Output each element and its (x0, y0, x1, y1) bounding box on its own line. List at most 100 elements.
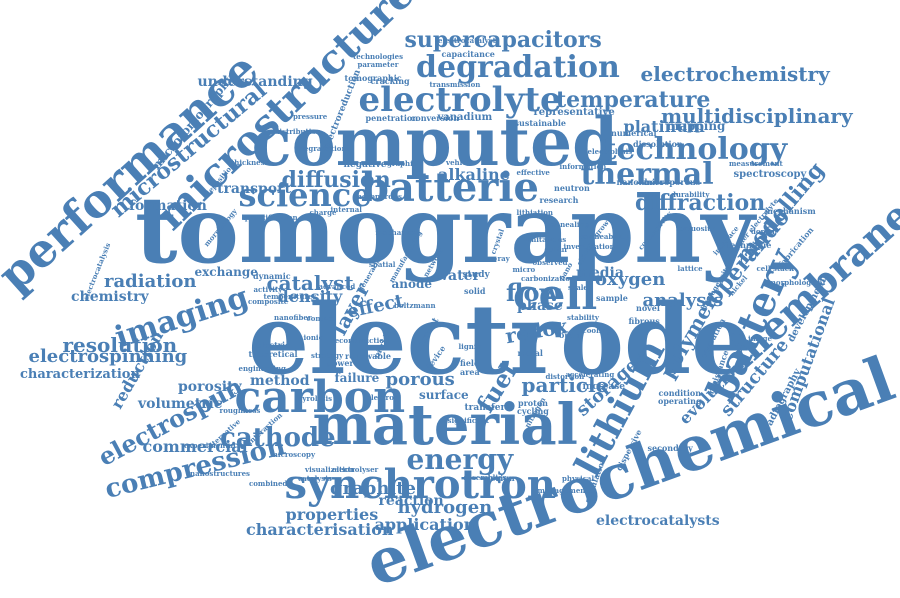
cloud-word-nanostructures: nanostructures (190, 468, 251, 478)
cloud-word-degradations: degradations (299, 143, 351, 153)
cloud-word-properties: properties (285, 505, 379, 524)
cloud-word-carbonization: carbonization (521, 273, 575, 283)
cloud-word-study: study (462, 269, 490, 280)
cloud-word-boltzmann: boltzmann (394, 300, 436, 310)
cloud-word-spatial: spatial (369, 259, 396, 269)
cloud-word-tomographic: tomographic (344, 73, 402, 83)
cloud-word-electrochemistry: electrochemistry (640, 62, 830, 86)
cloud-word-micro: micro (512, 264, 536, 274)
cloud-word-nanofiber: nanofiber (274, 312, 312, 322)
cloud-word-observed: observed (532, 257, 568, 267)
cloud-word-renewable: renewable (345, 351, 392, 361)
cloud-word-contact: contact (306, 313, 336, 323)
cloud-word-annealing: annealing (550, 219, 590, 229)
cloud-word-research: research (539, 195, 579, 205)
cloud-word-resolution: resolution (62, 333, 178, 357)
cloud-word-microscopy: microscopy (270, 449, 316, 459)
cloud-word-experimental: experimental (184, 440, 236, 450)
cloud-word-doped: doped (751, 226, 775, 236)
cloud-word-electrospinning: electrospinning (28, 346, 188, 367)
cloud-word-increase: increase (582, 381, 626, 392)
cloud-word-application: application (374, 515, 476, 534)
cloud-word-transfer: transfer (464, 402, 506, 413)
cloud-word-sample: sample (596, 293, 628, 303)
cloud-word-penetration: penetration (365, 113, 419, 123)
cloud-word-mesoporous: mesoporous (354, 191, 402, 201)
cloud-word-internal: internal (330, 204, 362, 214)
cloud-word-water: water (436, 268, 480, 284)
cloud-word-condition: condition (658, 388, 702, 398)
cloud-word-representative: representative (533, 107, 615, 118)
cloud-word-strategy: strategy (311, 350, 344, 360)
cloud-word-hydrogen: hydrogen (397, 497, 493, 518)
cloud-word-cycling: cycling (517, 406, 549, 416)
cloud-word-electrode: electrode (248, 283, 753, 396)
cloud-word-technique: technique (726, 240, 772, 250)
cloud-word-operating: operating (658, 396, 702, 406)
cloud-word-quantification: quantification (242, 212, 298, 222)
cloud-word-cathode: cathode (220, 423, 336, 453)
cloud-word-scale: scale (568, 282, 588, 292)
cloud-word-lithiation: lithiation (516, 207, 554, 217)
cloud-word-solid: solid (464, 286, 486, 296)
cloud-word-mechanical: mechanical (375, 227, 421, 237)
cloud-word-graphite: graphite (330, 478, 417, 499)
cloud-word-theoretical: theoretical (248, 349, 298, 359)
cloud-word-stability: stability (567, 312, 599, 322)
cloud-word-diffusion: diffusion (281, 167, 391, 193)
cloud-word-information: information (559, 161, 607, 171)
cloud-word-electrocatalyst: electrocatalyst (438, 35, 496, 45)
cloud-word-porous: porous (385, 369, 455, 390)
cloud-word-composite: composite (248, 296, 289, 306)
cloud-word-transmission: transmission (429, 79, 481, 89)
cloud-word-accelerating: accelerating (565, 369, 615, 379)
cloud-word-conversion: conversion (410, 113, 460, 123)
cloud-word-thermal: thermal (580, 157, 714, 192)
cloud-word-radiation: radiation (104, 271, 197, 292)
cloud-word-chemistry: chemistry (71, 289, 149, 305)
cloud-word-distortion: distortion (545, 371, 585, 381)
cloud-word-material: material (312, 392, 578, 458)
cloud-word-parameter: parameter (357, 59, 399, 69)
cloud-word-roughness: roughness (219, 405, 261, 415)
cloud-word-electric: electric (256, 340, 290, 350)
cloud-word-thickness: thickness (231, 157, 269, 167)
cloud-word-permeability: permeability (579, 231, 629, 241)
cloud-word-synchrotron: synchrotron (284, 461, 556, 508)
cloud-word-lattice: lattice (677, 263, 703, 273)
cloud-word-catalysis: catalysis (298, 473, 332, 483)
cloud-word-morphological: morphological (768, 277, 826, 287)
cloud-word-technologies: technologies (353, 51, 404, 61)
cloud-word-exchange: exchange (194, 265, 258, 279)
cloud-word-graphitic: graphitic (387, 158, 423, 168)
cloud-word-tortuosity: tortuosity (676, 223, 715, 233)
cloud-word-particle: particle (521, 373, 609, 397)
cloud-word-formation: formation (129, 198, 207, 214)
cloud-word-significant: significant (447, 415, 489, 425)
cloud-word-diffraction: diffraction (635, 190, 766, 216)
cloud-word-reaction: reaction (378, 493, 444, 509)
cloud-word-open: open (559, 330, 581, 340)
cloud-word-visualization: visualization (305, 464, 355, 474)
cloud-word-proton: proton (518, 398, 548, 408)
cloud-word-volumetric: volumetric (138, 396, 223, 412)
cloud-word-density: density (277, 287, 343, 306)
cloud-word-temperature: temperature (556, 87, 711, 113)
cloud-word-vehicle: vehicle (446, 157, 474, 167)
cloud-word-sustainable: sustainable (514, 118, 566, 128)
cloud-word-analysis: analysis (642, 290, 724, 311)
cloud-word-degradation: degradation (416, 50, 620, 85)
cloud-word-characterisation: characterisation (246, 520, 394, 539)
cloud-word-computed: computed (251, 103, 619, 181)
cloud-word-assemblies: assemblies (463, 472, 507, 482)
cloud-word-charge: charge (309, 207, 337, 217)
cloud-word-distribution: distribution (274, 126, 322, 136)
cloud-word-failure: failure (334, 371, 380, 385)
cloud-word-cracking: cracking (370, 76, 410, 86)
cloud-word-commercial: commercial (142, 437, 248, 456)
cloud-word-electrolyte: electrolyte (358, 80, 562, 120)
cloud-word-neutron: neutron (554, 183, 590, 193)
cloud-word-energy: energy (406, 443, 514, 476)
cloud-word-engineering: engineering (238, 363, 286, 373)
